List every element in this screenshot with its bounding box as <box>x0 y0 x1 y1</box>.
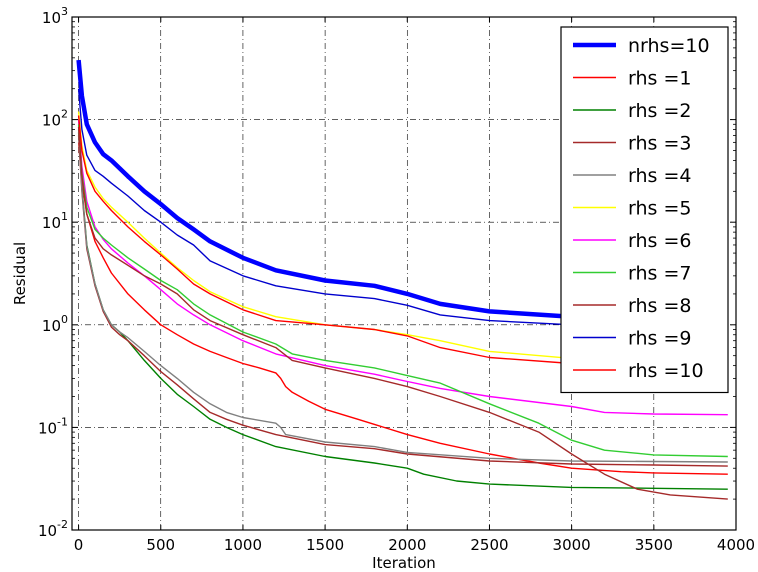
x-tick-label: 3000 <box>553 536 591 554</box>
legend-label: nrhs=10 <box>628 35 710 57</box>
x-axis-label: Iteration <box>372 554 436 572</box>
legend-label: rhs =10 <box>628 360 704 382</box>
x-tick-label: 1500 <box>306 536 344 554</box>
legend-label: rhs =8 <box>628 295 691 317</box>
x-tick-label: 500 <box>146 536 175 554</box>
legend-label: rhs =6 <box>628 230 691 252</box>
x-tick-label: 4000 <box>717 536 755 554</box>
legend-label: rhs =1 <box>628 68 691 90</box>
x-tick-label: 2500 <box>470 536 508 554</box>
y-axis-label: Residual <box>11 242 29 305</box>
x-tick-label: 3500 <box>635 536 673 554</box>
legend-label: rhs =7 <box>628 263 691 285</box>
x-tick-label: 2000 <box>388 536 426 554</box>
legend-label: rhs =5 <box>628 198 691 220</box>
x-tick-label: 1000 <box>224 536 262 554</box>
legend: nrhs=10 rhs =1 rhs =2 rhs =3 rhs =4 rhs =5 rhs… <box>561 27 728 393</box>
legend-label: rhs =3 <box>628 133 691 155</box>
x-tick-label: 0 <box>74 536 84 554</box>
legend-label: rhs =2 <box>628 100 691 122</box>
legend-label: rhs =4 <box>628 165 691 187</box>
legend-label: rhs =9 <box>628 328 691 350</box>
